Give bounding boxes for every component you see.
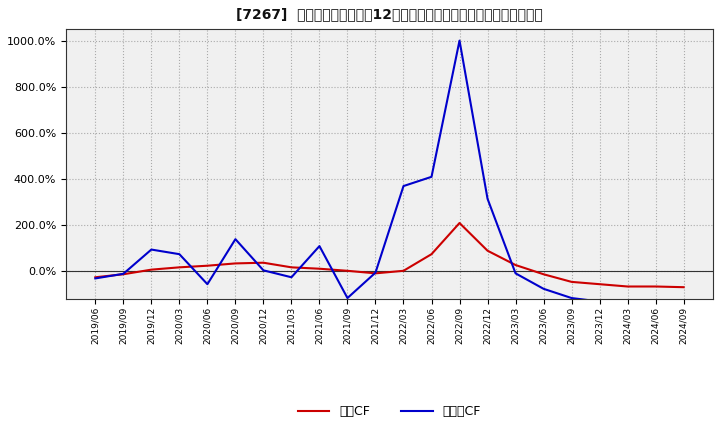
営業CF	[595, 282, 604, 287]
フリーCF	[680, 315, 688, 320]
Line: 営業CF: 営業CF	[95, 223, 684, 287]
Legend: 営業CF, フリーCF: 営業CF, フリーCF	[293, 400, 486, 423]
営業CF	[539, 271, 548, 277]
フリーCF	[147, 247, 156, 252]
営業CF	[203, 263, 212, 268]
営業CF	[91, 275, 99, 280]
営業CF	[259, 260, 268, 265]
営業CF	[483, 248, 492, 253]
フリーCF	[595, 299, 604, 304]
フリーCF	[343, 295, 352, 301]
営業CF	[119, 271, 127, 277]
フリーCF	[427, 174, 436, 180]
フリーCF	[511, 271, 520, 276]
フリーCF	[652, 314, 660, 319]
営業CF	[287, 265, 296, 270]
フリーCF	[455, 38, 464, 43]
営業CF	[175, 265, 184, 270]
フリーCF	[259, 268, 268, 273]
フリーCF	[315, 243, 324, 249]
営業CF	[315, 266, 324, 271]
営業CF	[624, 284, 632, 289]
フリーCF	[175, 252, 184, 257]
フリーCF	[624, 304, 632, 310]
営業CF	[680, 285, 688, 290]
Line: フリーCF: フリーCF	[95, 40, 684, 318]
フリーCF	[483, 196, 492, 202]
営業CF	[652, 284, 660, 289]
営業CF	[147, 267, 156, 272]
営業CF	[399, 268, 408, 273]
フリーCF	[371, 270, 379, 275]
Title: [7267]  キャッシュフローの12か月移動合計の対前年同期増減率の推移: [7267] キャッシュフローの12か月移動合計の対前年同期増減率の推移	[236, 7, 543, 21]
営業CF	[567, 279, 576, 285]
フリーCF	[287, 275, 296, 280]
フリーCF	[203, 282, 212, 287]
営業CF	[371, 271, 379, 276]
フリーCF	[119, 271, 127, 276]
フリーCF	[91, 276, 99, 281]
営業CF	[427, 252, 436, 257]
営業CF	[455, 220, 464, 226]
フリーCF	[539, 286, 548, 291]
フリーCF	[399, 183, 408, 189]
営業CF	[511, 262, 520, 268]
営業CF	[343, 268, 352, 273]
フリーCF	[567, 295, 576, 301]
営業CF	[231, 261, 240, 266]
フリーCF	[231, 237, 240, 242]
